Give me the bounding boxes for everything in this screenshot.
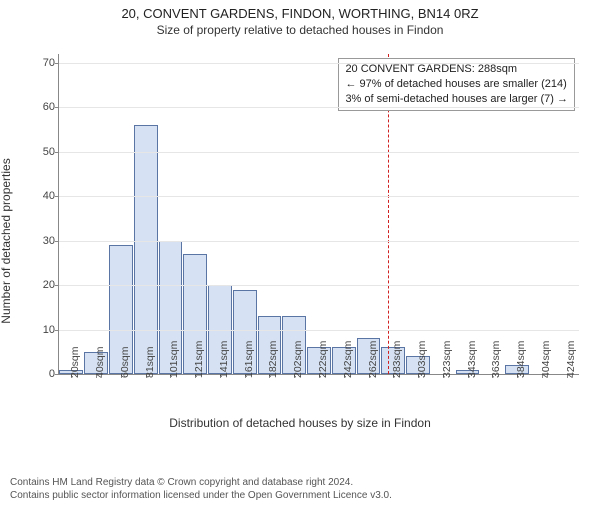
chart-subtitle: Size of property relative to detached ho… (0, 23, 600, 37)
xtick-label: 363sqm (490, 341, 502, 378)
xtick-label: 121sqm (193, 341, 205, 378)
xtick-label: 141sqm (218, 341, 230, 378)
x-axis-label: Distribution of detached houses by size … (0, 416, 600, 430)
footer-text: Contains HM Land Registry data © Crown c… (0, 476, 600, 502)
gridline (59, 241, 579, 242)
xtick-label: 323sqm (441, 341, 453, 378)
gridline (59, 107, 579, 108)
annotation-line1: 20 CONVENT GARDENS: 288sqm (345, 62, 568, 77)
xtick-label: 283sqm (391, 341, 403, 378)
footer-line1: Contains HM Land Registry data © Crown c… (10, 476, 590, 489)
xtick-label: 20sqm (69, 346, 81, 378)
gridline (59, 152, 579, 153)
ytick-label: 0 (29, 368, 55, 380)
gridline (59, 63, 579, 64)
xtick-label: 343sqm (466, 341, 478, 378)
ytick-label: 40 (29, 190, 55, 202)
gridline (59, 196, 579, 197)
ytick-label: 20 (29, 279, 55, 291)
xtick-label: 303sqm (416, 341, 428, 378)
xtick-label: 222sqm (317, 341, 329, 378)
xtick-label: 182sqm (267, 341, 279, 378)
xtick-label: 384sqm (515, 341, 527, 378)
footer-line2: Contains public sector information licen… (10, 489, 590, 502)
bar (134, 125, 158, 374)
xtick-label: 242sqm (342, 341, 354, 378)
xtick-label: 40sqm (94, 346, 106, 378)
ytick-label: 10 (29, 324, 55, 336)
xtick-label: 202sqm (292, 341, 304, 378)
annotation-box: 20 CONVENT GARDENS: 288sqm ← 97% of deta… (338, 58, 575, 111)
annotation-line3: 3% of semi-detached houses are larger (7… (345, 92, 568, 107)
ytick-label: 30 (29, 235, 55, 247)
ytick-label: 70 (29, 57, 55, 69)
annotation-line2: ← 97% of detached houses are smaller (21… (345, 77, 568, 92)
xtick-label: 424sqm (565, 341, 577, 378)
ytick-label: 60 (29, 101, 55, 113)
chart-area: Number of detached properties 20 CONVENT… (0, 46, 600, 436)
y-axis-label: Number of detached properties (0, 158, 13, 323)
ytick-label: 50 (29, 146, 55, 158)
xtick-label: 81sqm (144, 346, 156, 378)
xtick-label: 101sqm (168, 341, 180, 378)
plot-area: 20 CONVENT GARDENS: 288sqm ← 97% of deta… (58, 54, 579, 375)
gridline (59, 330, 579, 331)
xtick-label: 404sqm (540, 341, 552, 378)
chart-title: 20, CONVENT GARDENS, FINDON, WORTHING, B… (0, 6, 600, 21)
xtick-label: 60sqm (119, 346, 131, 378)
gridline (59, 285, 579, 286)
xtick-label: 161sqm (243, 341, 255, 378)
xtick-label: 262sqm (367, 341, 379, 378)
